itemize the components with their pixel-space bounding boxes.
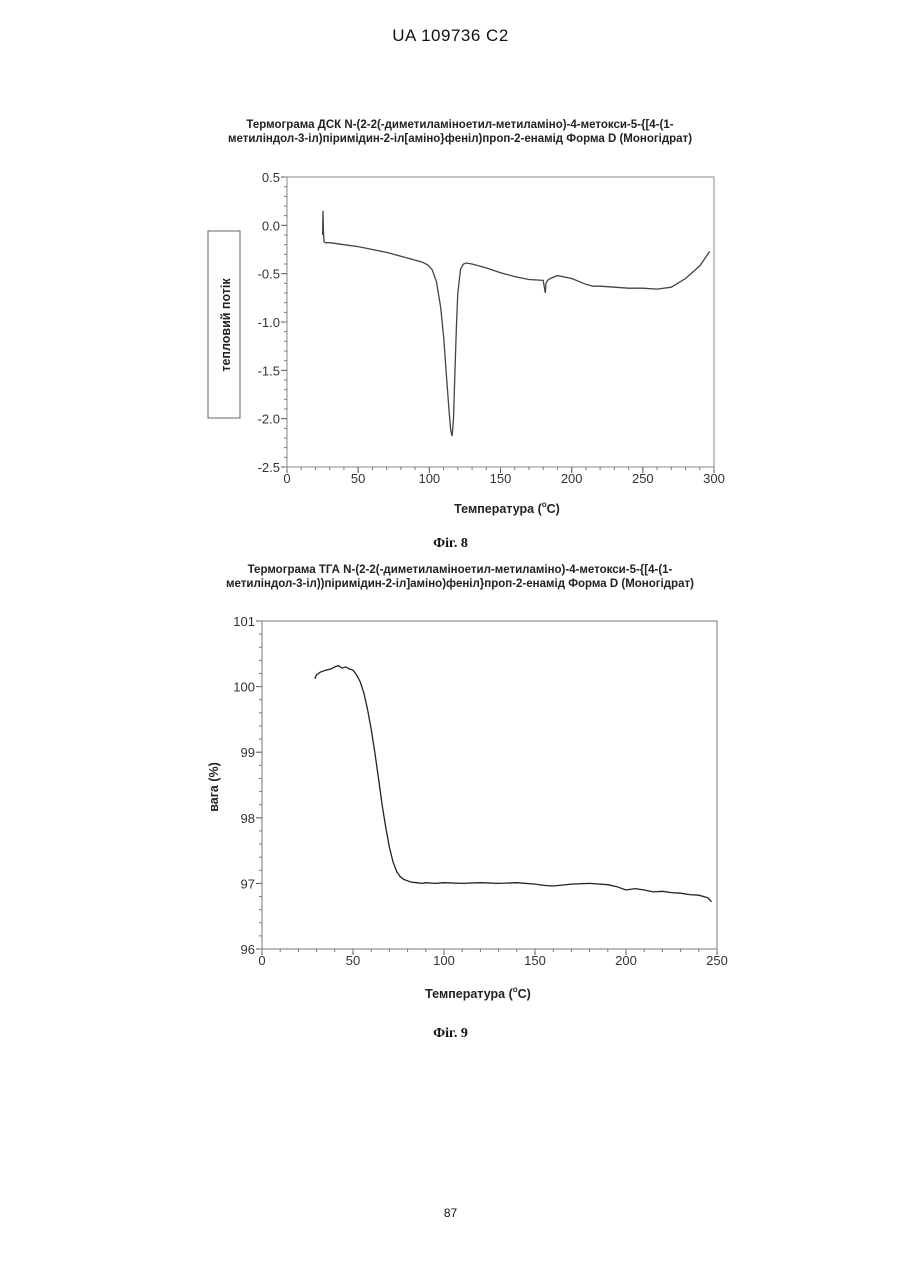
tga-y-axis-label: вага (%) (207, 762, 221, 812)
dsc-x-axis-label: Температура (oC) (454, 500, 560, 516)
dsc-y-tick-label: -1.5 (258, 363, 280, 378)
dsc-x-tick-label: 150 (490, 471, 512, 486)
tga-y-tick-label: 96 (241, 942, 255, 957)
dsc-x-tick-label: 250 (632, 471, 654, 486)
dsc-y-tick-label: 0.0 (262, 218, 280, 233)
dsc-y-tick-label: -1.0 (258, 315, 280, 330)
dsc-y-tick-label: -0.5 (258, 267, 280, 282)
dsc-x-tick-label: 50 (351, 471, 365, 486)
tga-y-tick-label: 101 (233, 614, 255, 629)
dsc-y-tick-label: 0.5 (262, 170, 280, 185)
tga-x-axis-label: Температура (oC) (425, 985, 531, 1001)
tga-y-tick-label: 99 (241, 745, 255, 760)
dsc-y-axis-label: тепловий потік (219, 278, 233, 372)
dsc-series-line (323, 211, 710, 436)
tga-x-tick-label: 200 (615, 953, 637, 968)
tga-x-tick-label: 0 (258, 953, 265, 968)
dsc-x-tick-label: 0 (283, 471, 290, 486)
tga-tick-group: 0 50 100 150 200 250 101 100 99 98 97 96 (233, 614, 728, 968)
tga-chart: 0 50 100 150 200 250 101 100 99 98 97 96 вага (%) Т… (207, 614, 728, 1001)
tga-x-tick-label: 50 (346, 953, 360, 968)
x-axis-label-part: Температура ( (454, 502, 542, 516)
tga-x-tick-label: 250 (706, 953, 728, 968)
dsc-y-tick-label: -2.5 (258, 460, 280, 475)
tga-y-tick-label: 97 (241, 876, 255, 891)
x-axis-label-part: C) (518, 987, 531, 1001)
x-axis-label-part: Температура ( (425, 987, 513, 1001)
dsc-x-tick-label: 300 (703, 471, 725, 486)
x-axis-label-part: C) (547, 502, 560, 516)
dsc-tick-group: 0 50 100 150 200 250 300 0.5 0.0 -0.5 -1.0 -1.5 -2.0… (258, 170, 725, 486)
dsc-plot-frame (287, 177, 714, 467)
tga-series-line (315, 666, 712, 902)
tga-plot-frame (262, 621, 717, 949)
tga-x-tick-label: 100 (433, 953, 455, 968)
tga-y-tick-label: 98 (241, 811, 255, 826)
dsc-x-tick-label: 100 (418, 471, 440, 486)
tga-y-tick-label: 100 (233, 680, 255, 695)
dsc-chart: 0 50 100 150 200 250 300 0.5 0.0 -0.5 -1.0 -1.5 -2.0… (208, 170, 725, 516)
tga-x-tick-label: 150 (524, 953, 546, 968)
dsc-y-tick-label: -2.0 (258, 412, 280, 427)
dsc-x-tick-label: 200 (561, 471, 583, 486)
